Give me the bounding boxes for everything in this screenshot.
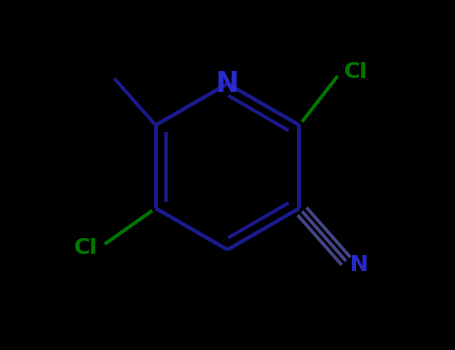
Text: N: N [216,70,239,98]
Text: Cl: Cl [344,62,368,82]
Text: Cl: Cl [74,238,98,258]
Text: N: N [350,255,369,275]
